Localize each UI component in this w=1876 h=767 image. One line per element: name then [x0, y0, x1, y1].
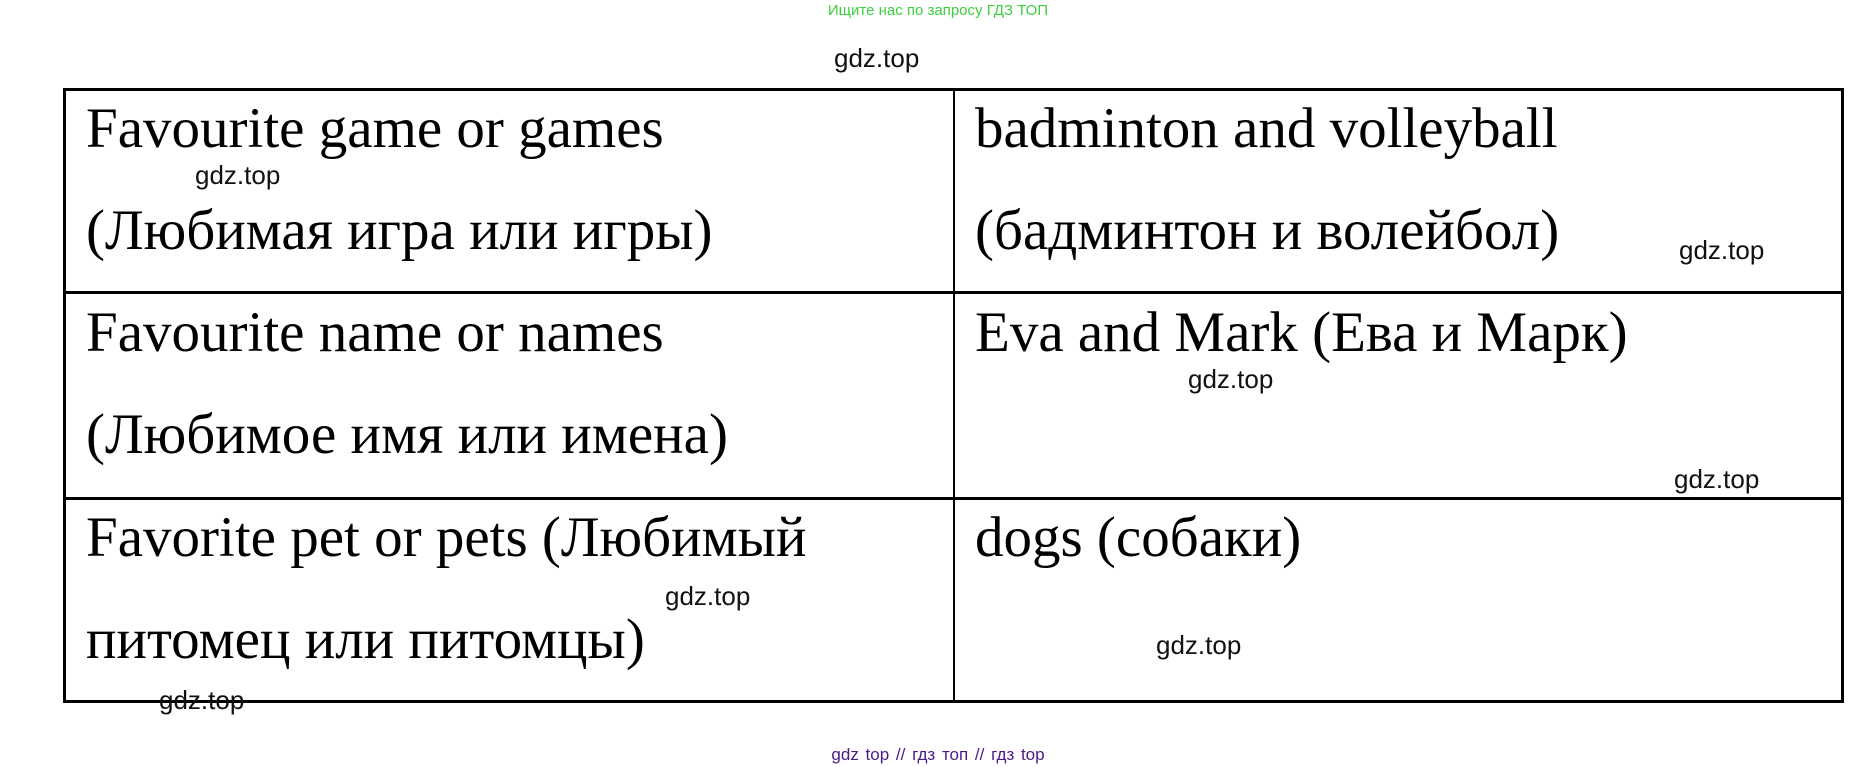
- watermark: gdz.top: [159, 685, 245, 715]
- table-border-right: [1841, 88, 1844, 703]
- watermark: gdz.top: [1188, 364, 1274, 394]
- row-1-value: badminton and volleyball: [975, 97, 1558, 160]
- row-2-label: Favourite name or names: [86, 301, 664, 364]
- row-1-label-ru: (Любимая игра или игры): [86, 199, 713, 262]
- watermark: gdz.top: [1679, 235, 1765, 265]
- row-1-label: Favourite game or games: [86, 97, 664, 160]
- watermark: gdz.top: [834, 43, 920, 73]
- row-1-value-ru: (бадминтон и волейбол): [975, 199, 1560, 262]
- row-3-label: Favorite pet or pets (Любимый: [86, 506, 807, 569]
- footer-links[interactable]: gdz top // гдз топ // гдз top: [831, 745, 1045, 764]
- promo-text: Ищите нас по запросу ГДЗ ТОП: [827, 2, 1049, 19]
- watermark: gdz.top: [1674, 464, 1760, 494]
- row-2-label-ru: (Любимое имя или имена): [86, 403, 728, 466]
- watermark: gdz.top: [1156, 630, 1242, 660]
- table-border-left: [63, 88, 66, 703]
- watermark: gdz.top: [665, 581, 751, 611]
- watermark: gdz.top: [195, 160, 281, 190]
- column-divider: [953, 88, 955, 703]
- row-3-value: dogs (собаки): [975, 506, 1302, 569]
- row-2-value: Eva and Mark (Ева и Марк): [975, 301, 1628, 364]
- row-3-label-ru: питомец или питомцы): [86, 608, 645, 671]
